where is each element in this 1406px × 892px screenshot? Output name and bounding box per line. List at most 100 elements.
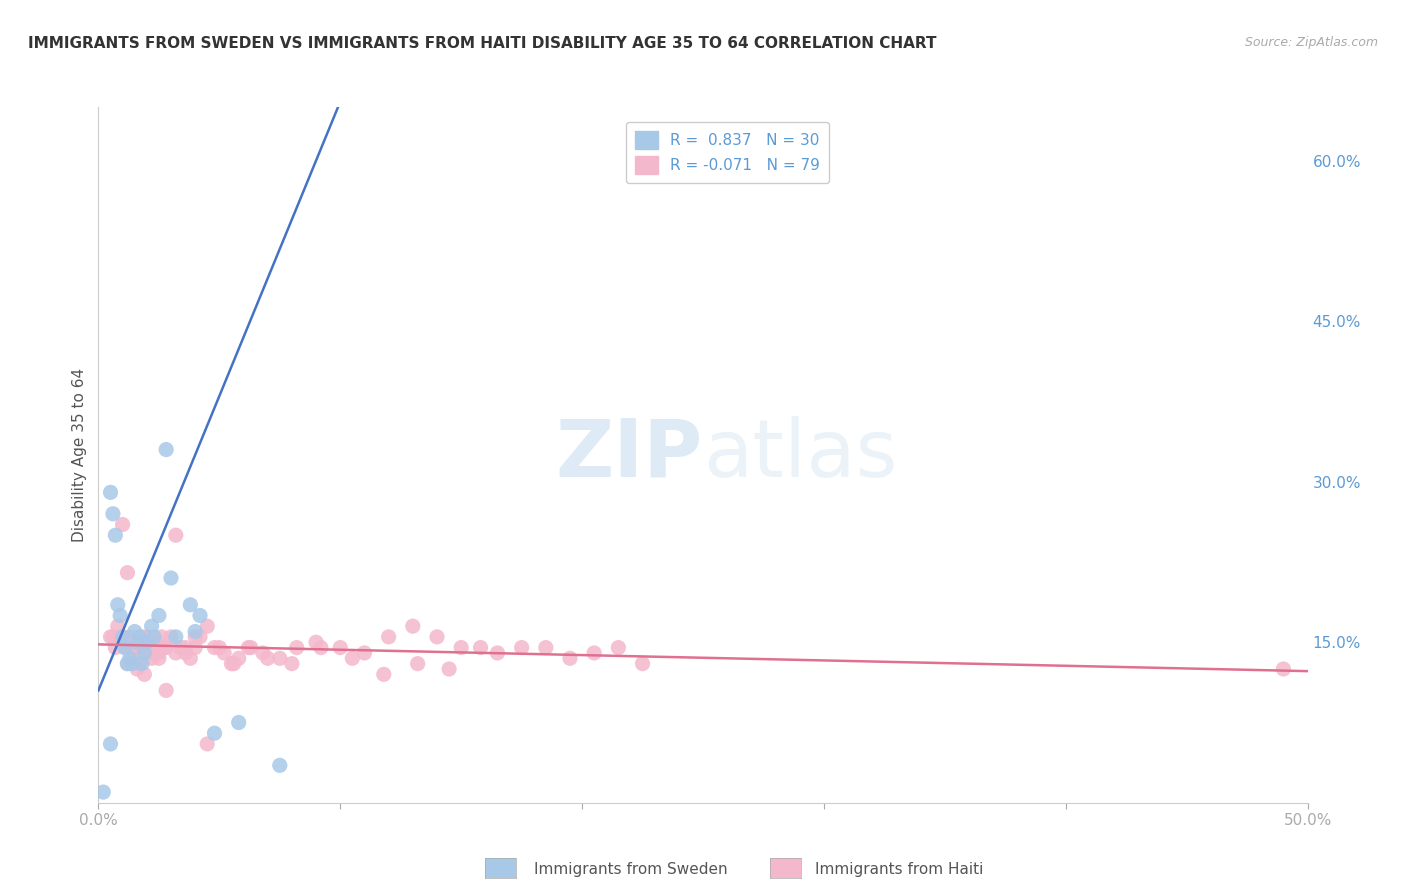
Point xyxy=(165,528,187,542)
Point xyxy=(486,646,509,660)
Point xyxy=(131,640,153,655)
Point xyxy=(329,640,352,655)
Point xyxy=(195,737,218,751)
Point xyxy=(127,662,149,676)
Point xyxy=(238,640,260,655)
Point xyxy=(111,630,134,644)
Point xyxy=(165,646,187,660)
Point xyxy=(101,507,124,521)
Point xyxy=(127,635,149,649)
Point xyxy=(188,608,211,623)
Point xyxy=(534,640,557,655)
Point xyxy=(114,640,136,655)
Point xyxy=(195,619,218,633)
Point xyxy=(184,630,207,644)
Point xyxy=(373,667,395,681)
Point xyxy=(143,630,166,644)
Point xyxy=(179,598,201,612)
Point xyxy=(121,646,143,660)
Point xyxy=(118,651,141,665)
Point xyxy=(204,726,226,740)
Point xyxy=(135,646,157,660)
Point xyxy=(208,640,231,655)
Point xyxy=(239,640,262,655)
Point xyxy=(631,657,654,671)
Text: atlas: atlas xyxy=(703,416,897,494)
Text: Immigrants from Sweden: Immigrants from Sweden xyxy=(534,863,728,877)
Point xyxy=(188,630,211,644)
Point xyxy=(256,651,278,665)
Point xyxy=(204,640,226,655)
Point xyxy=(100,485,122,500)
Point xyxy=(402,619,425,633)
Point xyxy=(450,640,472,655)
Point xyxy=(285,640,308,655)
Point xyxy=(100,630,122,644)
Point xyxy=(269,651,291,665)
Point xyxy=(222,657,245,671)
Point xyxy=(160,630,183,644)
Point xyxy=(128,630,150,644)
Point xyxy=(141,651,163,665)
Point xyxy=(141,640,163,655)
Point xyxy=(607,640,630,655)
Point xyxy=(134,667,156,681)
Point xyxy=(228,651,250,665)
Point xyxy=(1272,662,1295,676)
Point xyxy=(353,646,375,660)
Point xyxy=(174,640,197,655)
Point xyxy=(150,630,173,644)
Point xyxy=(135,635,157,649)
Point xyxy=(155,640,177,655)
Point xyxy=(558,651,581,665)
Point xyxy=(184,624,207,639)
Point xyxy=(138,646,160,660)
Point xyxy=(145,635,167,649)
Point xyxy=(148,646,170,660)
Point xyxy=(101,630,124,644)
Point xyxy=(212,646,235,660)
Point xyxy=(108,630,131,644)
Point xyxy=(377,630,399,644)
Point xyxy=(160,571,183,585)
Point xyxy=(135,630,157,644)
Legend: R =  0.837   N = 30, R = -0.071   N = 79: R = 0.837 N = 30, R = -0.071 N = 79 xyxy=(626,121,830,184)
Text: Immigrants from Haiti: Immigrants from Haiti xyxy=(815,863,984,877)
Point xyxy=(583,646,606,660)
Point xyxy=(121,657,143,671)
Point xyxy=(128,657,150,671)
Point xyxy=(117,657,139,671)
Point xyxy=(155,442,177,457)
Point xyxy=(141,619,163,633)
Point xyxy=(184,640,207,655)
Point xyxy=(121,640,143,655)
Point xyxy=(406,657,429,671)
Point xyxy=(107,598,129,612)
Point xyxy=(155,683,177,698)
Point xyxy=(124,624,146,639)
Point xyxy=(111,635,134,649)
Point xyxy=(134,646,156,660)
Text: IMMIGRANTS FROM SWEDEN VS IMMIGRANTS FROM HAITI DISABILITY AGE 35 TO 64 CORRELAT: IMMIGRANTS FROM SWEDEN VS IMMIGRANTS FRO… xyxy=(28,36,936,51)
Point xyxy=(228,715,250,730)
Point xyxy=(111,517,134,532)
Text: ZIP: ZIP xyxy=(555,416,703,494)
Point xyxy=(124,640,146,655)
Point xyxy=(437,662,460,676)
Point xyxy=(342,651,364,665)
Point xyxy=(114,640,136,655)
Point xyxy=(309,640,332,655)
Y-axis label: Disability Age 35 to 64: Disability Age 35 to 64 xyxy=(72,368,87,542)
Point xyxy=(100,737,122,751)
Point xyxy=(510,640,533,655)
Point xyxy=(118,630,141,644)
Point xyxy=(174,646,197,660)
Point xyxy=(148,608,170,623)
Point xyxy=(131,657,153,671)
Point xyxy=(91,785,114,799)
Text: Source: ZipAtlas.com: Source: ZipAtlas.com xyxy=(1244,36,1378,49)
Point xyxy=(221,657,243,671)
Point xyxy=(108,608,131,623)
Point xyxy=(269,758,291,772)
Point xyxy=(165,630,187,644)
